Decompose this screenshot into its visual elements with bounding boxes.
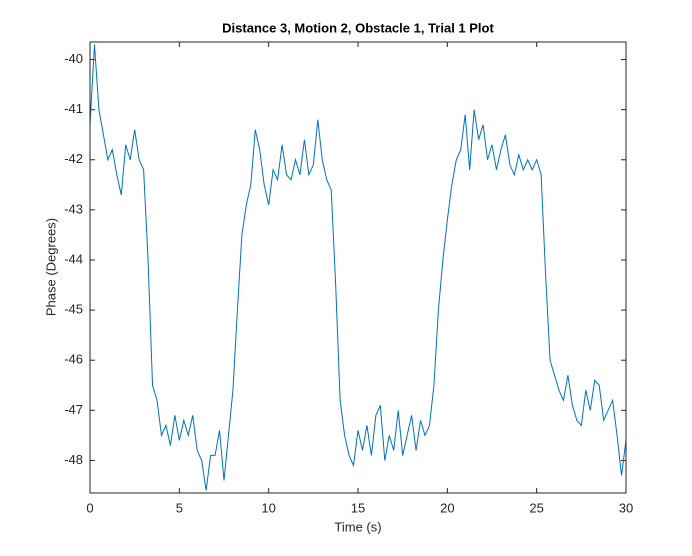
y-tick-label: -42 [64,151,83,166]
y-tick-label: -46 [64,352,83,367]
y-tick-label: -47 [64,402,83,417]
plot-frame [89,41,627,494]
y-tick-label: -44 [64,251,83,266]
x-tick-label: 20 [440,500,454,515]
x-tick-label: 25 [529,500,543,515]
y-tick-label: -45 [64,302,83,317]
chart-title: Distance 3, Motion 2, Obstacle 1, Trial … [222,20,494,35]
y-axis-label: Phase (Degrees) [43,218,58,316]
x-tick-label: 10 [261,500,275,515]
y-tick-label: -48 [64,452,83,467]
x-axis-label: Time (s) [334,519,381,534]
y-tick-label: -40 [64,51,83,66]
y-tick-label: -43 [64,201,83,216]
x-tick-label: 0 [86,500,93,515]
x-tick-label: 5 [176,500,183,515]
data-line [89,44,627,491]
x-tick-label: 30 [619,500,633,515]
y-tick-label: -41 [64,101,83,116]
x-tick-label: 15 [351,500,365,515]
